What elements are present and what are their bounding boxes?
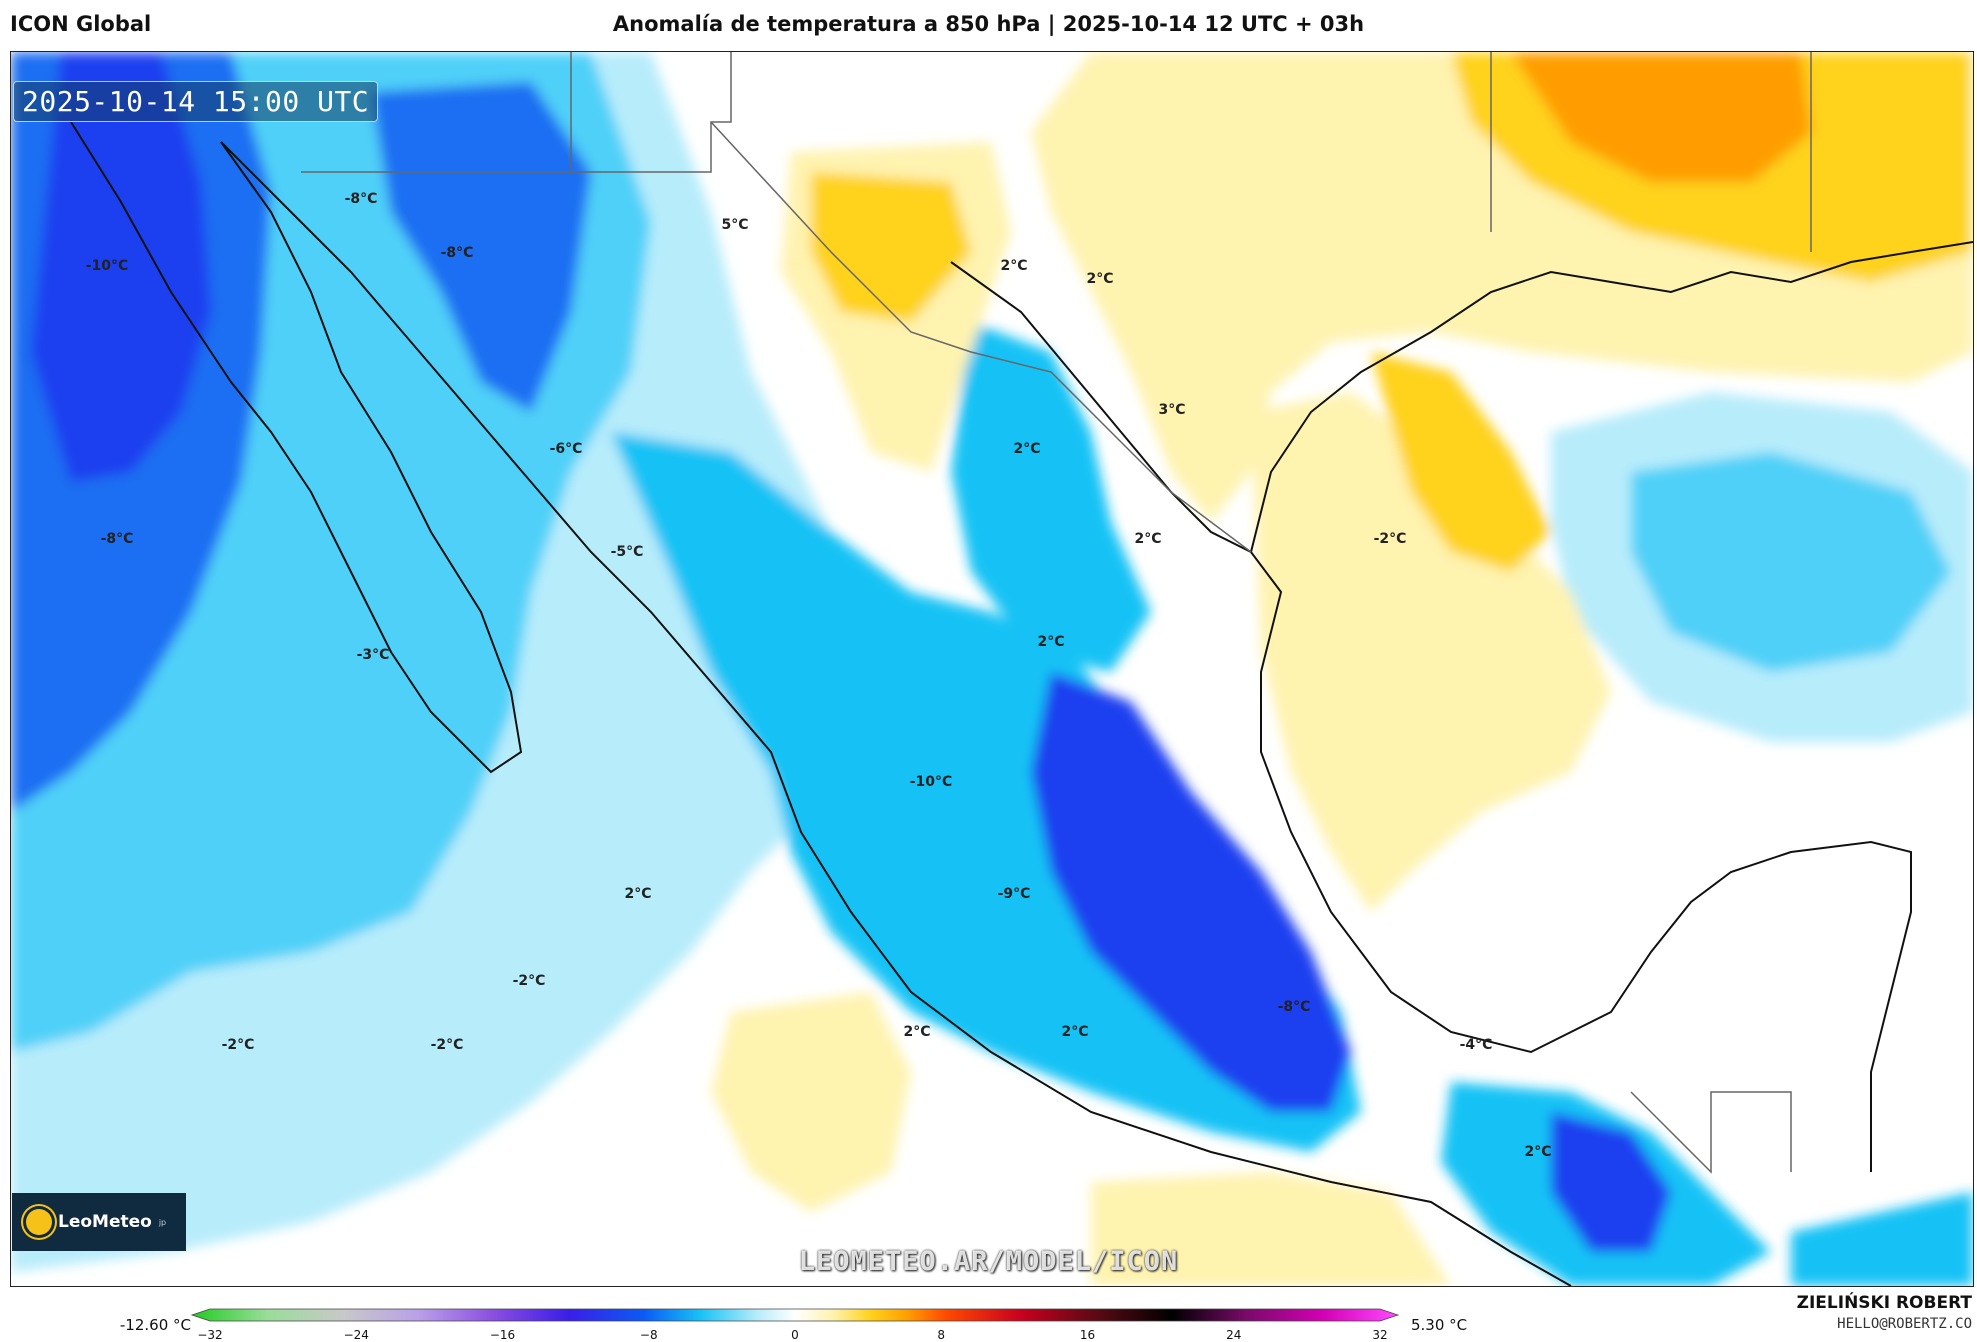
contour-label: 5°C <box>721 217 749 233</box>
central-america-deep-cold-area <box>1551 1112 1671 1252</box>
contour-label: 3°C <box>1158 402 1186 418</box>
contour-label: -2°C <box>1373 531 1407 547</box>
map-frame: 2025-10-14 15:00 UTC -10°C -8°C -8°C 5°C… <box>10 51 1974 1287</box>
contour-label: -5°C <box>610 544 644 560</box>
contour-label: -9°C <box>997 886 1031 902</box>
colorbar-tick-label: −16 <box>489 1328 516 1342</box>
author-email: HELLO@ROBERTZ.CO <box>1837 1316 1972 1332</box>
colorbar-tick-label: 8 <box>937 1328 946 1342</box>
valid-time-badge: 2025-10-14 15:00 UTC <box>13 81 379 122</box>
gulf-central-warm-area <box>1371 352 1551 572</box>
colorbar-min-label: -12.60 °C <box>119 1316 191 1334</box>
contour-label: -8°C <box>100 531 134 547</box>
north-central-cold-area <box>951 322 1151 672</box>
colorbar-max-label: 5.30 °C <box>1411 1316 1468 1334</box>
pacific-coldest-area <box>31 52 211 482</box>
source-watermark: LEOMETEO.AR/MODEL/ICON <box>798 1246 1179 1277</box>
map-title: Anomalía de temperatura a 850 hPa | 2025… <box>612 12 1365 36</box>
pacific-warm-area <box>711 992 911 1212</box>
model-name: ICON Global <box>10 12 152 36</box>
contour-label: -6°C <box>549 441 583 457</box>
author-credit: ZIELIŃSKI ROBERT <box>1796 1293 1972 1313</box>
colorbar-tick-label: −8 <box>639 1328 658 1342</box>
colorbar-tick-label: 16 <box>1079 1328 1096 1342</box>
contour-label: 2°C <box>1524 1144 1552 1160</box>
contour-label: -8°C <box>344 191 378 207</box>
colorbar-tick-label: 0 <box>791 1328 799 1342</box>
borders <box>301 52 1812 1174</box>
contour-label: 2°C <box>1000 258 1028 274</box>
contour-label: -2°C <box>512 973 546 989</box>
central-mexico-deep-cold-area <box>1031 672 1351 1112</box>
contour-label: 2°C <box>1134 531 1162 547</box>
southern-us-hot-area <box>1511 52 1811 182</box>
colorbar-tick-label: 32 <box>1372 1328 1388 1342</box>
southeast-cold-area <box>1791 1192 1973 1286</box>
northwest-cold-area <box>371 82 591 412</box>
logo-text: LeoMeteo <box>58 1212 152 1232</box>
colorbar-tick-label: −24 <box>343 1328 369 1342</box>
contour-label: 2°C <box>1037 634 1065 650</box>
contour-label: -10°C <box>85 258 129 274</box>
temperature-anomaly-field <box>11 52 1973 1286</box>
contour-label: 2°C <box>903 1024 931 1040</box>
contour-label: -10°C <box>909 774 953 790</box>
chihuahua-warmer-area <box>811 172 971 322</box>
contour-label: 2°C <box>1061 1024 1089 1040</box>
south-pacific-warm-area <box>1091 1172 1451 1286</box>
leometeo-logo: LeoMeteo jp <box>12 1193 186 1251</box>
contour-label: -2°C <box>221 1037 255 1053</box>
colorbar-tick-label: 24 <box>1226 1328 1242 1342</box>
gulf-west-warm-area <box>1251 392 1611 912</box>
contour-label: -8°C <box>1277 999 1311 1015</box>
contour-label: 2°C <box>1013 441 1041 457</box>
logo-suffix: jp <box>158 1217 167 1227</box>
contour-label: 2°C <box>624 886 652 902</box>
contour-label: 2°C <box>1086 271 1114 287</box>
contour-label: -3°C <box>356 647 390 663</box>
contour-label: -2°C <box>430 1037 464 1053</box>
colorbar-tick-label: −32 <box>197 1328 223 1342</box>
contour-label: -4°C <box>1459 1037 1493 1053</box>
coastlines <box>70 121 1973 1286</box>
sun-icon <box>26 1209 52 1235</box>
colorbar-scale <box>190 1308 1400 1322</box>
gulf-east-cold-area <box>1631 452 1951 672</box>
contour-label: -8°C <box>440 245 474 261</box>
